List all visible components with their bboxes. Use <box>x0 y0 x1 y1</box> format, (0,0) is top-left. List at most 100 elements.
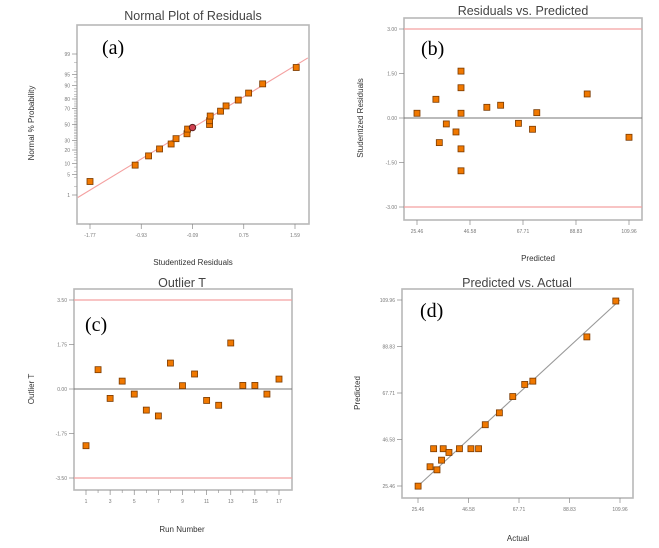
y-tick-label: 0.00 <box>57 387 67 393</box>
x-tick-label: 25.46 <box>411 229 424 235</box>
x-tick-label: 13 <box>228 499 234 505</box>
panel-label: (d) <box>420 300 443 322</box>
data-point <box>217 107 224 115</box>
y-tick-label: 67.71 <box>382 391 395 397</box>
x-tick-label: 3 <box>109 499 112 505</box>
y-tick-label: 46.58 <box>382 438 395 444</box>
data-point <box>188 123 197 132</box>
data-point <box>583 90 591 98</box>
x-axis-label: Predicted <box>521 254 555 263</box>
y-tick-label: 5 <box>67 172 70 178</box>
data-point <box>167 359 174 367</box>
data-point <box>438 456 445 464</box>
data-point <box>457 109 465 117</box>
x-tick-label: 1 <box>85 499 88 505</box>
y-axis-label: Studentized Residuals <box>356 78 365 158</box>
y-axis-label: Predicted <box>353 376 362 410</box>
x-tick-label: 67.71 <box>513 507 526 513</box>
y-tick-label: 80 <box>64 97 70 103</box>
y-tick-label: 25.46 <box>382 484 395 490</box>
chart-title: Outlier T <box>158 276 206 290</box>
data-point <box>82 442 90 450</box>
y-axis-label: Normal % Probability <box>27 86 36 161</box>
panel-label: (a) <box>102 37 124 59</box>
data-point <box>145 152 152 160</box>
data-point <box>456 445 463 453</box>
data-point <box>515 119 522 127</box>
x-tick-label: 109.96 <box>612 507 628 513</box>
data-point <box>467 445 475 453</box>
data-point <box>475 445 482 453</box>
data-point <box>509 393 517 400</box>
data-point <box>413 109 421 117</box>
panel-label: (b) <box>421 38 444 60</box>
data-point <box>206 112 214 120</box>
x-tick-label: 46.58 <box>464 229 477 235</box>
data-point <box>430 445 438 453</box>
y-tick-label: 90 <box>64 84 70 90</box>
x-tick-label: -1.77 <box>84 233 96 239</box>
data-point <box>497 101 505 109</box>
plot-frame <box>403 17 643 221</box>
data-point <box>292 64 300 71</box>
data-point <box>172 135 180 143</box>
data-point <box>130 390 138 398</box>
x-tick-label: -0.93 <box>136 233 148 239</box>
data-point <box>445 449 453 456</box>
data-point <box>533 109 541 117</box>
data-point <box>227 339 235 347</box>
panel-label: (c) <box>85 314 107 336</box>
y-tick-label: -3.50 <box>56 476 68 482</box>
y-tick-label: 1.50 <box>387 72 397 78</box>
x-tick-label: -0.09 <box>187 233 199 239</box>
x-tick-label: 11 <box>204 499 209 505</box>
data-point <box>251 382 259 389</box>
x-tick-label: 5 <box>133 499 136 505</box>
data-point <box>414 482 422 490</box>
data-point <box>433 466 441 474</box>
data-point <box>245 89 253 97</box>
panel-outlier-t: Outlier T -3.50-1.750.001.753.50 1 3 5 7 9 11… <box>27 276 293 534</box>
data-point <box>457 84 465 92</box>
x-tick-label: 9 <box>181 499 184 505</box>
y-axis-label: Outlier T <box>27 374 36 405</box>
data-point <box>521 381 529 388</box>
data-point <box>156 145 163 153</box>
y-tick-label: 1.75 <box>57 343 67 349</box>
panel-residuals-vs-predicted: Residuals vs. Predicted -3.00 -1.50 0.00 1.… <box>356 4 643 263</box>
data-point <box>94 366 102 374</box>
x-axis-label: Actual <box>507 534 529 543</box>
data-point <box>86 178 94 185</box>
chart-title: Residuals vs. Predicted <box>458 4 589 18</box>
y-tick-label: 70 <box>64 107 70 113</box>
data-point <box>457 167 465 175</box>
data-point <box>275 375 283 383</box>
data-point <box>426 463 434 471</box>
y-tick-label: 99 <box>64 52 70 58</box>
y-tick-label: 3.00 <box>387 27 397 33</box>
y-tick-label: 10 <box>64 161 70 167</box>
data-point <box>452 128 460 136</box>
y-tick-label: 0.00 <box>387 116 397 122</box>
x-tick-label: 1.59 <box>290 233 300 239</box>
data-point <box>259 80 267 88</box>
y-tick-label: 20 <box>64 148 70 154</box>
x-tick-label: 88.83 <box>570 229 583 235</box>
data-point <box>215 401 223 409</box>
y-tick-label: -1.75 <box>56 432 68 438</box>
x-tick-label: 15 <box>252 499 258 505</box>
data-point <box>179 382 186 390</box>
data-point <box>457 67 465 75</box>
data-point <box>234 96 242 104</box>
y-tick-label: 3.50 <box>57 298 67 304</box>
data-point <box>432 95 440 103</box>
data-point <box>118 377 126 385</box>
y-tick-label: 109.96 <box>380 298 396 304</box>
data-point <box>612 297 620 305</box>
x-tick-label: 0.75 <box>239 233 249 239</box>
data-point <box>191 370 198 378</box>
panel-predicted-vs-actual: Predicted vs. Actual 25.46 46.58 67.71 88.8… <box>353 276 634 543</box>
data-point <box>203 397 211 404</box>
data-point <box>529 377 537 385</box>
